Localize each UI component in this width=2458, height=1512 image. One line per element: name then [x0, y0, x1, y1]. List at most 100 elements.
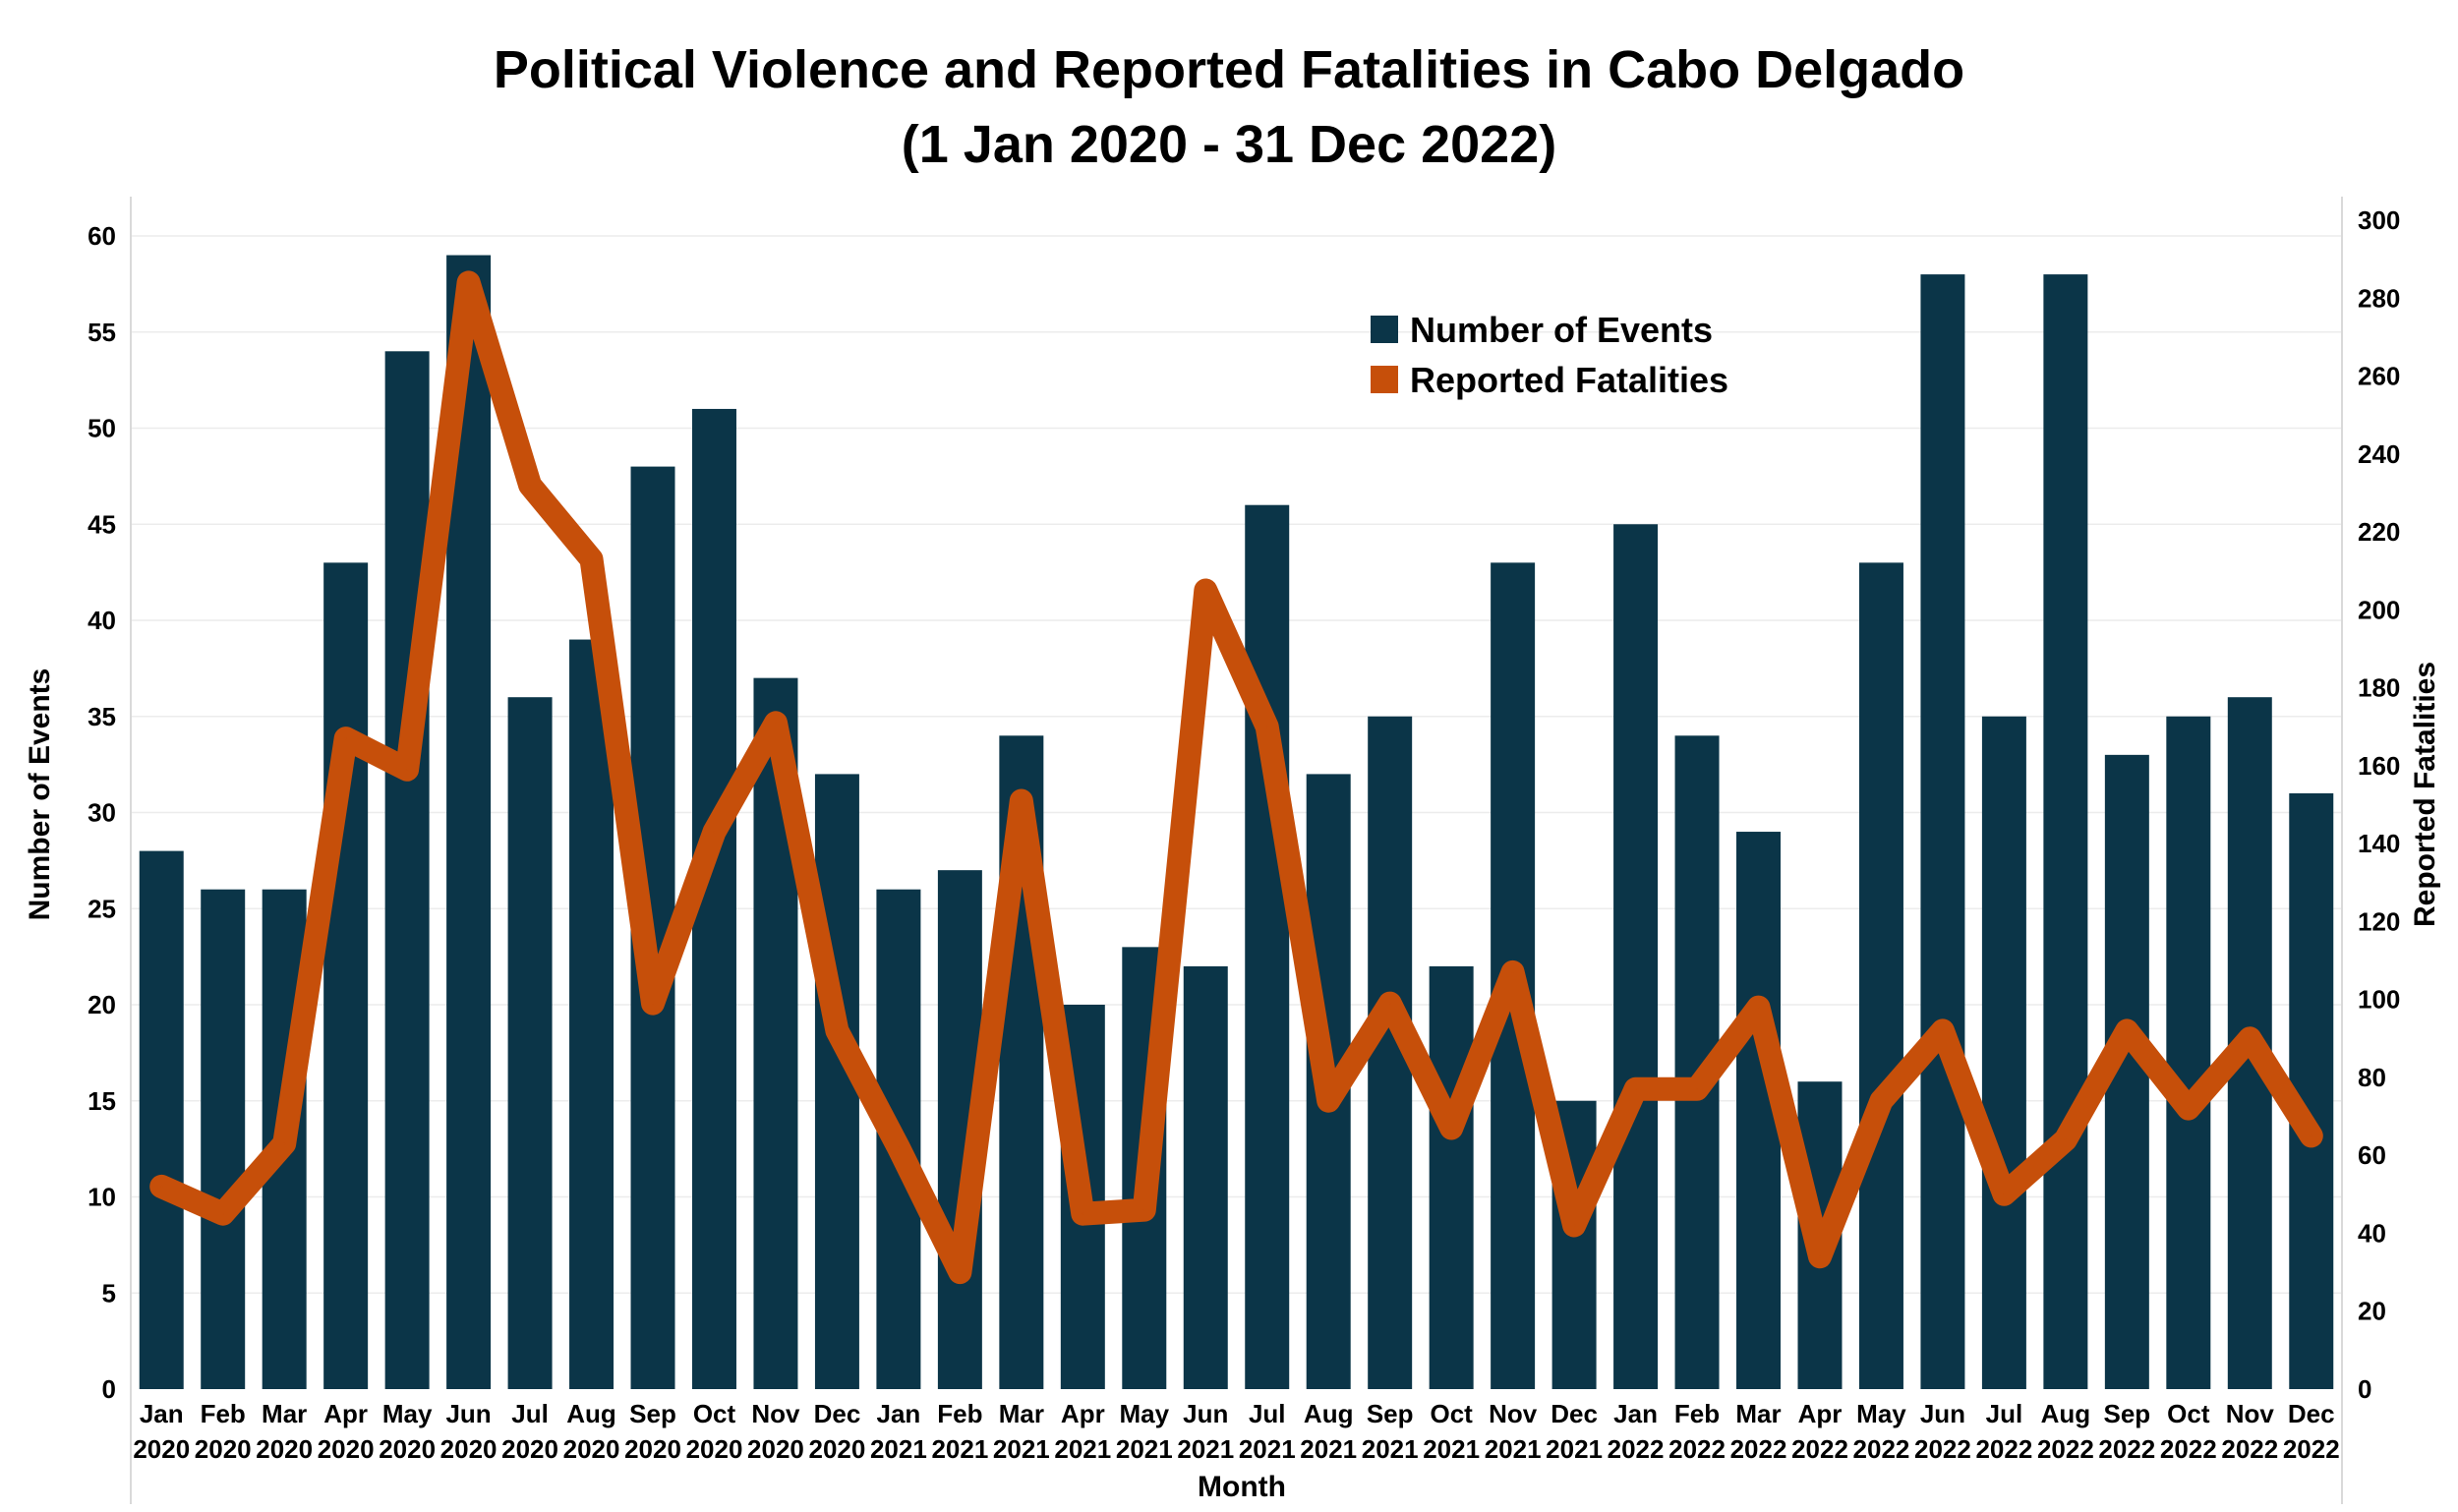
x-tick-month: Feb	[937, 1399, 982, 1428]
right-tick-label: 180	[2358, 673, 2400, 703]
x-tick-month: Dec	[1551, 1399, 1598, 1428]
x-tick-month: Oct	[693, 1399, 736, 1428]
x-tick-month: Jan	[876, 1399, 920, 1428]
point-fatalities	[467, 281, 470, 284]
legend-label-events: Number of Events	[1410, 310, 1713, 350]
x-tick-year: 2020	[501, 1434, 558, 1464]
point-fatalities	[1634, 1087, 1637, 1090]
point-fatalities	[1204, 589, 1207, 592]
point-fatalities	[1696, 1087, 1699, 1090]
point-fatalities	[1941, 1029, 1944, 1032]
right-tick-label: 120	[2358, 906, 2400, 936]
right-tick-label: 200	[2358, 595, 2400, 624]
x-tick-month: May	[1120, 1399, 1170, 1428]
bar-events	[1920, 274, 1965, 1390]
x-tick-month: Dec	[2288, 1399, 2335, 1428]
x-axis-title: Month	[1198, 1471, 1286, 1503]
x-tick-month: Sep	[629, 1399, 676, 1428]
x-tick-month: Nov	[2226, 1399, 2275, 1428]
x-tick-month: Jul	[1986, 1399, 2023, 1428]
point-fatalities	[2003, 1192, 2006, 1195]
legend-swatch-fatalities	[1371, 366, 1398, 393]
point-fatalities	[590, 557, 593, 560]
x-tick-year: 2021	[1362, 1434, 1419, 1464]
axes	[130, 197, 2343, 1504]
right-tick-label: 20	[2358, 1297, 2386, 1326]
x-tick-year: 2022	[2221, 1434, 2278, 1464]
point-fatalities	[1880, 1099, 1883, 1102]
bar-events	[1429, 965, 1474, 1389]
x-tick-month: Sep	[1367, 1399, 1414, 1428]
bar-events	[1981, 716, 2026, 1389]
x-tick-month: May	[382, 1399, 433, 1428]
point-fatalities	[2064, 1138, 2067, 1141]
point-fatalities	[1573, 1224, 1576, 1227]
x-tick-month: Aug	[566, 1399, 616, 1428]
x-tick-year: 2021	[1239, 1434, 1296, 1464]
point-fatalities	[2249, 1037, 2252, 1040]
x-tick-year: 2022	[2160, 1434, 2217, 1464]
x-tick-month: Jun	[1183, 1399, 1228, 1428]
bar-events	[384, 351, 430, 1389]
x-tick-month: Dec	[814, 1399, 861, 1428]
x-tick-year: 2021	[1423, 1434, 1480, 1464]
x-tick-month: Aug	[2041, 1399, 2091, 1428]
x-tick-month: Mar	[262, 1399, 307, 1428]
x-tick-year: 2020	[133, 1434, 190, 1464]
left-tick-label: 60	[88, 221, 116, 251]
right-tick-label: 100	[2358, 985, 2400, 1015]
x-tick-month: May	[1856, 1399, 1906, 1428]
x-axis-ticks: Jan2020Feb2020Mar2020Apr2020May2020Jun20…	[133, 1399, 2339, 1464]
point-fatalities	[2126, 1029, 2129, 1032]
x-tick-year: 2022	[1791, 1434, 1848, 1464]
x-tick-month: Apr	[1061, 1399, 1105, 1428]
x-tick-year: 2022	[1975, 1434, 2032, 1464]
point-fatalities	[2310, 1134, 2312, 1137]
left-tick-label: 10	[88, 1183, 116, 1212]
x-tick-year: 2021	[1116, 1434, 1173, 1464]
x-tick-year: 2021	[870, 1434, 927, 1464]
right-tick-label: 280	[2358, 283, 2400, 313]
bar-events	[1183, 965, 1228, 1389]
right-tick-label: 260	[2358, 362, 2400, 391]
point-fatalities	[959, 1271, 962, 1274]
gridlines	[131, 235, 2342, 1294]
point-fatalities	[1082, 1212, 1084, 1215]
x-tick-year: 2022	[2037, 1434, 2094, 1464]
right-tick-label: 300	[2358, 205, 2400, 235]
point-fatalities	[1020, 799, 1023, 802]
left-tick-label: 40	[88, 606, 116, 635]
x-tick-month: Jun	[1920, 1399, 1965, 1428]
x-tick-month: Jun	[445, 1399, 491, 1428]
bar-events	[1613, 524, 1659, 1389]
line-fatalities	[149, 270, 2323, 1285]
point-fatalities	[160, 1185, 163, 1188]
x-tick-year: 2020	[440, 1434, 497, 1464]
left-axis-title: Number of Events	[24, 669, 56, 921]
left-tick-label: 55	[88, 318, 116, 347]
x-tick-year: 2021	[1054, 1434, 1111, 1464]
right-tick-label: 0	[2358, 1374, 2371, 1404]
x-tick-month: Nov	[751, 1399, 800, 1428]
x-tick-year: 2020	[195, 1434, 252, 1464]
x-tick-year: 2022	[2098, 1434, 2155, 1464]
x-tick-year: 2020	[379, 1434, 436, 1464]
right-tick-label: 160	[2358, 751, 2400, 781]
x-tick-month: Feb	[201, 1399, 246, 1428]
point-fatalities	[1388, 1002, 1391, 1005]
x-tick-year: 2022	[2283, 1434, 2340, 1464]
line-series-fatalities	[149, 270, 2323, 1285]
point-fatalities	[283, 1142, 286, 1145]
x-tick-year: 2021	[1300, 1434, 1357, 1464]
bar-events	[2166, 716, 2211, 1389]
x-tick-month: Jan	[140, 1399, 184, 1428]
right-tick-label: 220	[2358, 517, 2400, 547]
x-tick-year: 2022	[1608, 1434, 1665, 1464]
right-tick-label: 240	[2358, 439, 2400, 469]
bar-series-events	[139, 255, 2334, 1390]
left-tick-label: 50	[88, 414, 116, 443]
right-tick-label: 40	[2358, 1218, 2386, 1248]
x-tick-year: 2020	[563, 1434, 620, 1464]
